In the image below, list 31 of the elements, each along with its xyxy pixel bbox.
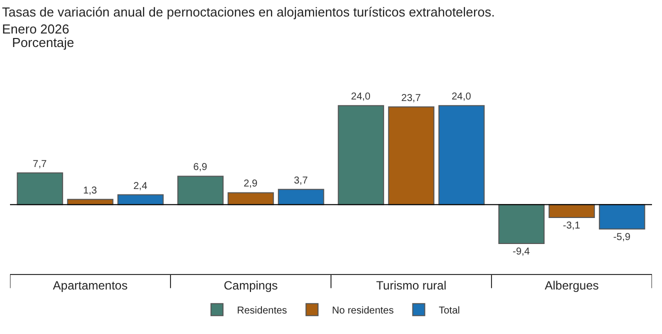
bar xyxy=(548,204,595,218)
x-tick-label: Apartamentos xyxy=(52,278,128,292)
bar xyxy=(388,106,434,206)
data-label: -3,1 xyxy=(562,220,581,232)
data-label: -9,4 xyxy=(512,246,530,258)
legend-label: Total xyxy=(438,306,460,317)
x-tick-label: Albergues xyxy=(544,278,599,292)
chart-subtitle: Porcentaje xyxy=(12,35,74,50)
legend-label: Residentes xyxy=(237,306,288,317)
bar xyxy=(498,204,545,244)
data-label: -5,9 xyxy=(613,232,631,244)
data-label: 2,4 xyxy=(133,180,148,192)
bar xyxy=(228,192,274,206)
bar xyxy=(278,188,324,206)
data-label: 2,9 xyxy=(244,178,258,190)
chart-title: Tasas de variación anual de pernoctaciones en alojamientos turísticos extrahoteleros. Enero 2026 xyxy=(2,4,495,37)
data-label: 7,7 xyxy=(32,158,48,170)
data-label: 24,0 xyxy=(452,92,472,103)
x-tick-label: Campings xyxy=(224,278,278,292)
x-tick-label: Turismo rural xyxy=(376,278,446,292)
data-label: 3,7 xyxy=(294,175,308,186)
data-label: 23,7 xyxy=(401,92,422,104)
bar xyxy=(438,105,485,206)
data-label: 24,0 xyxy=(351,92,371,103)
data-label: 6,9 xyxy=(193,162,208,174)
legend-label: No residentes xyxy=(332,306,394,317)
bar xyxy=(177,176,224,206)
bar xyxy=(16,172,64,206)
bar xyxy=(338,105,384,206)
bar xyxy=(598,204,646,230)
data-label: 1,3 xyxy=(83,185,98,196)
